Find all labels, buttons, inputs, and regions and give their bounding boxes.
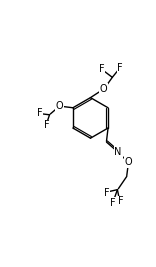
- Text: O: O: [100, 84, 107, 94]
- Text: N: N: [115, 147, 122, 157]
- Text: F: F: [44, 120, 49, 130]
- Text: F: F: [104, 188, 109, 198]
- Text: F: F: [117, 63, 123, 73]
- Text: F: F: [37, 108, 42, 118]
- Text: O: O: [124, 157, 132, 167]
- Text: F: F: [118, 196, 123, 206]
- Text: F: F: [110, 198, 116, 208]
- Text: O: O: [56, 101, 63, 111]
- Text: F: F: [99, 64, 104, 74]
